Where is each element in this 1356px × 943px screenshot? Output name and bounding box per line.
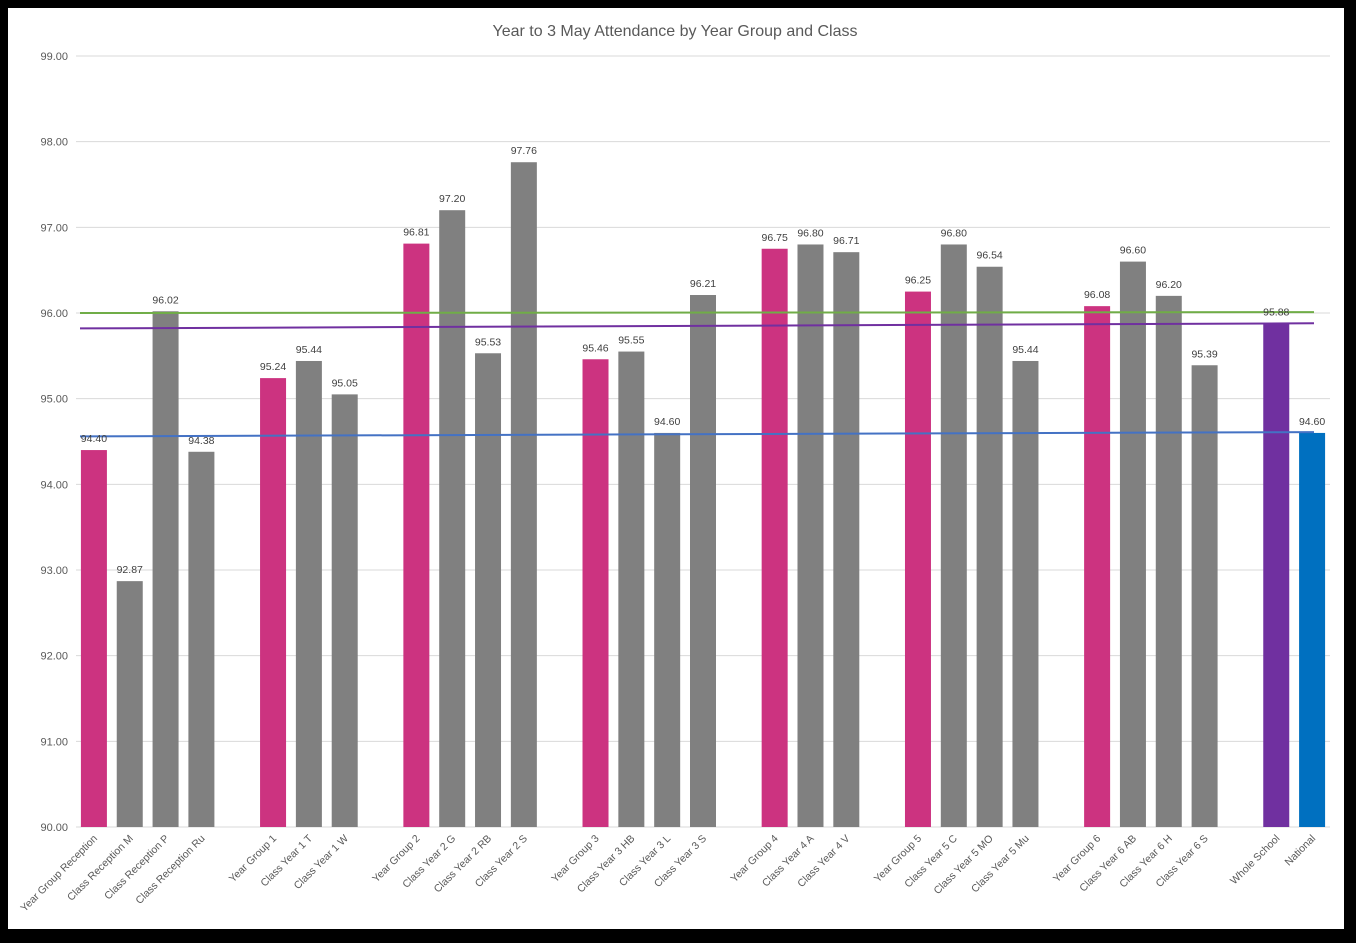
bar-class-year-4-v	[833, 252, 860, 828]
bar-year-group-1	[260, 378, 287, 827]
y-tick-label: 98.00	[40, 137, 68, 149]
bar-year-group-2	[403, 243, 430, 828]
y-tick-label: 96.00	[40, 308, 68, 320]
bar-class-year-2-g	[439, 210, 466, 827]
data-label: 95.44	[296, 344, 322, 356]
bar-year-group-6	[1084, 306, 1111, 827]
data-label: 96.08	[1084, 289, 1110, 301]
data-label: 95.39	[1191, 348, 1217, 360]
data-label: 96.25	[905, 275, 931, 287]
bar-class-reception-p	[152, 311, 179, 828]
x-category-label: Class Reception M	[65, 833, 136, 904]
chart-title: Year to 3 May Attendance by Year Group a…	[493, 23, 858, 40]
data-label: 96.60	[1120, 245, 1146, 257]
data-label: 96.75	[762, 232, 788, 244]
reference-line	[79, 322, 1315, 330]
bar-class-year-3-s	[690, 295, 716, 827]
data-label: 97.20	[439, 193, 465, 205]
data-label: 96.71	[833, 235, 859, 247]
bar-year-group-5	[904, 291, 931, 827]
data-label: 95.44	[1012, 344, 1038, 356]
data-label: 94.40	[81, 433, 107, 445]
data-label: 94.38	[188, 435, 214, 447]
data-label: 96.80	[797, 227, 823, 239]
y-tick-label: 95.00	[40, 394, 68, 406]
y-tick-label: 91.00	[40, 736, 68, 748]
data-label: 96.20	[1156, 279, 1182, 291]
x-category-label: Class Reception Ru	[133, 833, 207, 907]
y-tick-label: 99.00	[40, 51, 68, 63]
reference-line	[79, 311, 1315, 314]
x-category-label: National	[1282, 833, 1318, 869]
bar-class-year-1-t	[295, 360, 322, 827]
bar-class-year-1-w	[331, 394, 358, 827]
data-label: 95.24	[260, 361, 286, 373]
bar-class-year-2-s	[510, 162, 537, 827]
bar-class-year-5-mo	[976, 266, 1003, 827]
data-label: 95.88	[1263, 306, 1289, 318]
bar-year-group-3	[582, 359, 609, 827]
data-label: 96.81	[403, 227, 429, 239]
data-label: 94.60	[654, 416, 680, 428]
data-labels: 94.40 92.87 96.02 94.38 95.24 95.44 95.05 96.81…	[81, 145, 1326, 576]
y-tick-label: 92.00	[40, 651, 68, 663]
x-category-label: Class Reception P	[102, 833, 172, 903]
data-label: 95.53	[475, 336, 501, 348]
bar-class-year-6-s	[1191, 365, 1218, 827]
bar-class-reception-ru	[188, 451, 215, 827]
bar-national	[1299, 432, 1326, 827]
data-label: 94.60	[1299, 416, 1325, 428]
x-category-label: Whole School	[1228, 833, 1282, 887]
data-label: 92.87	[117, 564, 143, 576]
bar-class-year-3-l	[654, 432, 681, 827]
reference-lines	[79, 311, 1315, 438]
data-label: 96.80	[941, 227, 967, 239]
bar-class-year-5-mu	[1012, 360, 1039, 827]
reference-line	[79, 431, 1315, 438]
y-tick-label: 90.00	[40, 822, 68, 834]
bar-class-year-5-c	[940, 244, 967, 827]
bar-class-year-2-rb	[475, 353, 502, 827]
y-axis-tick-labels: 90.00 91.00 92.00 93.00 94.00 95.00 96.00 97.00…	[40, 51, 68, 834]
bar-class-year-4-a	[797, 244, 824, 827]
data-label: 96.21	[690, 278, 716, 290]
data-label: 95.55	[618, 335, 644, 347]
bar-class-year-3-hb	[618, 351, 645, 827]
y-tick-label: 97.00	[40, 222, 68, 234]
data-label: 96.54	[976, 250, 1002, 262]
data-label: 95.46	[582, 342, 608, 354]
data-label: 95.05	[332, 377, 358, 389]
bar-class-year-6-ab	[1119, 261, 1146, 828]
y-tick-label: 93.00	[40, 565, 68, 577]
data-label: 96.02	[152, 294, 178, 306]
bar-year-group-4	[761, 248, 788, 827]
bar-class-year-6-h	[1155, 295, 1182, 827]
bar-class-reception-m	[116, 581, 143, 827]
bar-year-group-reception	[80, 450, 107, 827]
data-label: 97.76	[511, 145, 537, 157]
chart-frame: Year to 3 May Attendance by Year Group a…	[8, 8, 1344, 929]
attendance-bar-chart: Year to 3 May Attendance by Year Group a…	[18, 23, 1330, 914]
bars	[80, 162, 1326, 828]
y-tick-label: 94.00	[40, 479, 68, 491]
bar-whole-school	[1263, 323, 1290, 827]
